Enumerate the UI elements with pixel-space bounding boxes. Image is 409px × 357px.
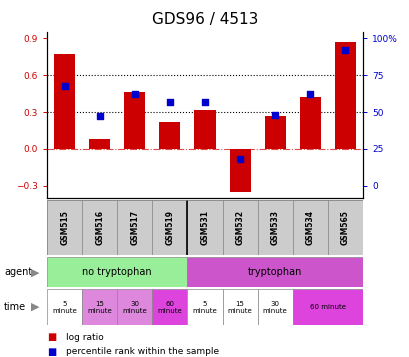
Bar: [264, 116, 285, 149]
Point: [61, 83, 68, 89]
Text: percentile rank within the sample: percentile rank within the sample: [65, 347, 218, 356]
Text: GSM532: GSM532: [235, 210, 244, 245]
Text: GSM515: GSM515: [60, 210, 69, 245]
Bar: [194, 110, 215, 149]
Point: [96, 114, 103, 119]
Bar: [117, 289, 152, 325]
Text: 60 minute: 60 minute: [309, 304, 345, 310]
Bar: [229, 149, 250, 192]
Bar: [187, 289, 222, 325]
Point: [341, 47, 348, 53]
Text: GSM531: GSM531: [200, 210, 209, 245]
Text: GSM517: GSM517: [130, 210, 139, 245]
Text: agent: agent: [4, 267, 32, 277]
Text: ■: ■: [47, 347, 56, 357]
Bar: [124, 92, 145, 149]
Bar: [222, 289, 257, 325]
Bar: [187, 200, 222, 255]
Bar: [257, 289, 292, 325]
Text: GSM533: GSM533: [270, 210, 279, 245]
Text: log ratio: log ratio: [65, 333, 103, 342]
Text: ▶: ▶: [31, 267, 39, 277]
Text: GSM519: GSM519: [165, 210, 174, 245]
Bar: [47, 200, 82, 255]
Bar: [54, 54, 75, 149]
Bar: [187, 257, 362, 287]
Text: ▶: ▶: [31, 302, 39, 312]
Bar: [117, 200, 152, 255]
Text: 30
minute: 30 minute: [122, 301, 147, 313]
Point: [306, 91, 313, 97]
Bar: [152, 200, 187, 255]
Bar: [152, 289, 187, 325]
Text: GSM534: GSM534: [305, 210, 314, 245]
Point: [131, 91, 138, 97]
Bar: [327, 200, 362, 255]
Bar: [257, 200, 292, 255]
Bar: [89, 139, 110, 149]
Text: 60
minute: 60 minute: [157, 301, 182, 313]
Text: GDS96 / 4513: GDS96 / 4513: [151, 12, 258, 27]
Text: tryptophan: tryptophan: [247, 267, 301, 277]
Text: 30
minute: 30 minute: [262, 301, 287, 313]
Bar: [334, 42, 355, 149]
Text: ■: ■: [47, 332, 56, 342]
Text: 15
minute: 15 minute: [87, 301, 112, 313]
Point: [236, 156, 243, 162]
Text: GSM565: GSM565: [340, 210, 349, 245]
Bar: [82, 200, 117, 255]
Bar: [292, 289, 362, 325]
Point: [166, 99, 173, 105]
Bar: [299, 97, 320, 149]
Text: 15
minute: 15 minute: [227, 301, 252, 313]
Bar: [159, 122, 180, 149]
Point: [271, 112, 278, 118]
Bar: [47, 289, 82, 325]
Text: 5
minute: 5 minute: [192, 301, 217, 313]
Text: GSM516: GSM516: [95, 210, 104, 245]
Bar: [222, 200, 257, 255]
Bar: [292, 200, 327, 255]
Point: [201, 99, 208, 105]
Text: time: time: [4, 302, 26, 312]
Text: 5
minute: 5 minute: [52, 301, 77, 313]
Bar: [82, 289, 117, 325]
Bar: [47, 257, 187, 287]
Text: no tryptophan: no tryptophan: [82, 267, 152, 277]
